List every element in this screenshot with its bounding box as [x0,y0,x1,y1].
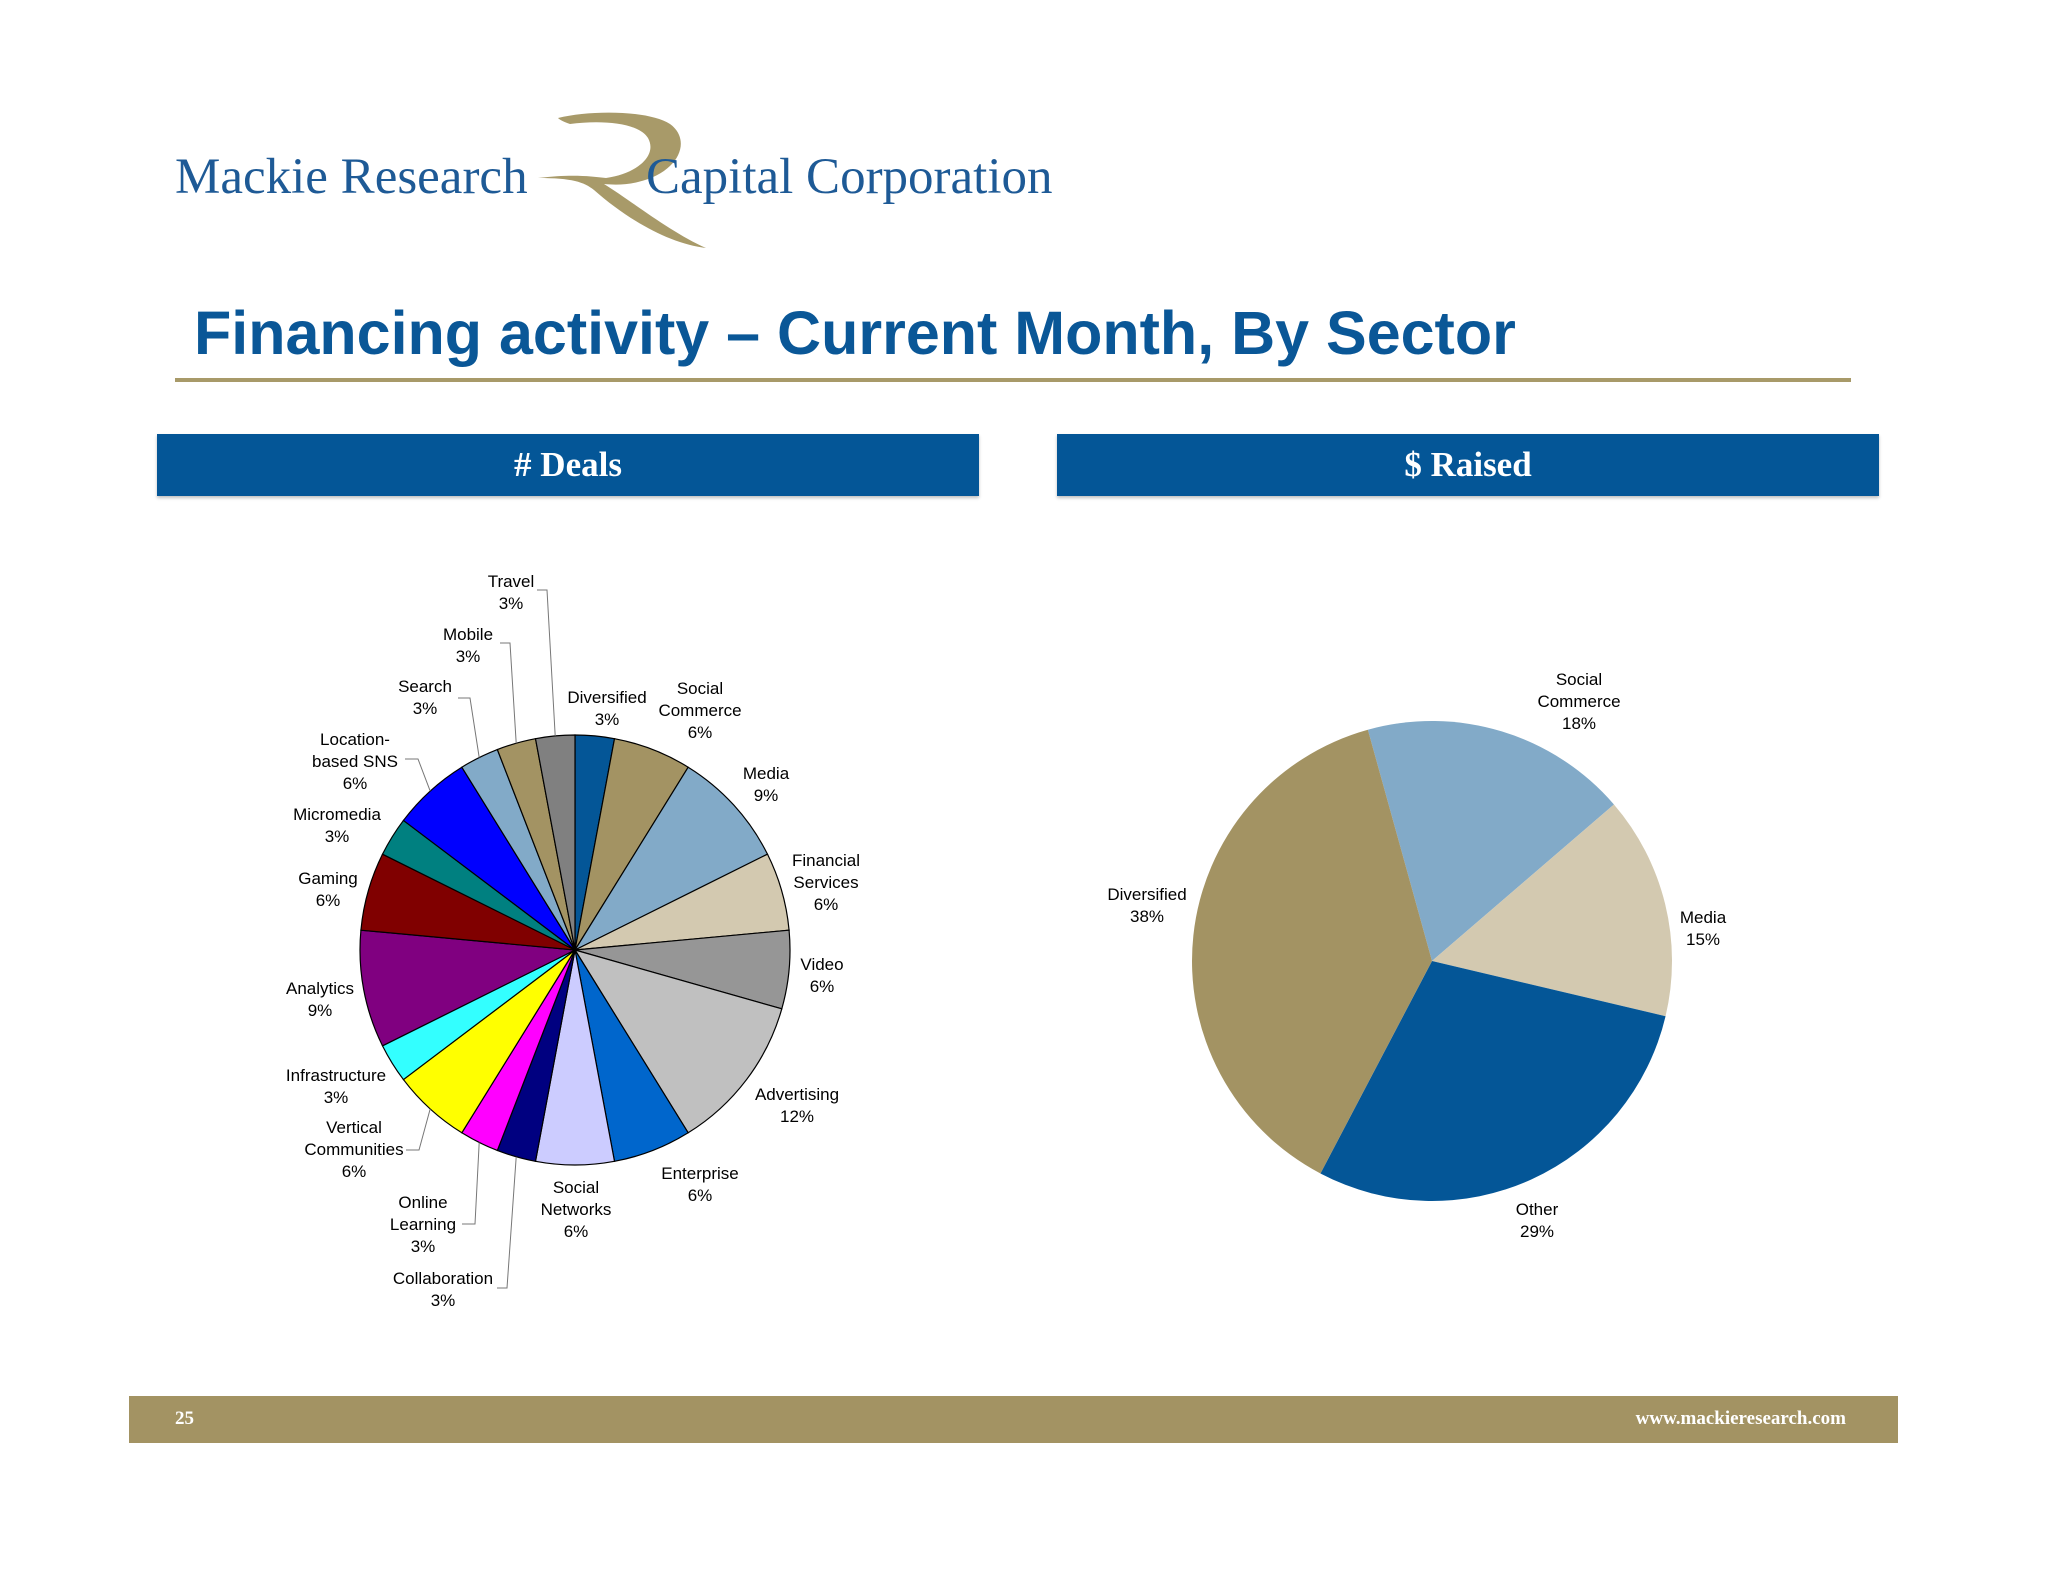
deals-value-analytics: 9% [308,1001,333,1020]
deals-value-search: 3% [413,699,438,718]
deals-label-gaming: Gaming [298,869,358,888]
deals-label-infrastructure: Infrastructure [286,1066,386,1085]
deals-label-online-learning: Online [398,1193,447,1212]
logo-text-left: Mackie Research [175,149,528,205]
logo-r-mark-icon [538,112,706,248]
company-logo: Mackie Research Capital Corporation [170,112,1090,262]
deals-pie-chart: Diversified 3% Social Commerce 6% Media 9% Fina… [286,572,860,1310]
deals-label-financial-services: Services [793,873,858,892]
raised-label-social-commerce: Commerce [1537,692,1620,711]
deals-label-location-based-sns: Location- [320,730,390,749]
deals-leader-search [458,697,480,758]
deals-slice-media [573,766,769,952]
deals-leader-vertical-communities [406,1108,431,1151]
deals-leader-location-based-sns [405,758,431,792]
deals-label-mobile: Mobile [443,625,493,644]
deals-value-video: 6% [810,977,835,996]
deals-label-online-learning: Learning [390,1215,456,1234]
deals-value-financial-services: 6% [814,895,839,914]
deals-label-search: Search [398,677,452,696]
deals-label-travel: Travel [488,572,535,591]
deals-value-diversified: 3% [595,710,620,729]
deals-label-diversified: Diversified [567,688,646,707]
deals-label-social-networks: Social [553,1178,599,1197]
deals-value-advertising: 12% [780,1107,814,1126]
title-divider [175,378,1851,382]
page-title: Financing activity – Current Month, By S… [194,299,1516,367]
raised-slice-diversified [1192,729,1432,1174]
deals-label-enterprise: Enterprise [661,1164,738,1183]
deals-leader-online-learning [462,1142,480,1225]
deals-leader-mobile [500,642,517,744]
deals-value-online-learning: 3% [411,1237,436,1256]
raised-label-social-commerce: Social [1556,670,1602,689]
footer-website-link[interactable]: www.mackieresearch.com [1635,1408,1846,1429]
deals-label-financial-services: Financial [792,851,860,870]
deals-label-video: Video [800,955,843,974]
page-number: 25 [175,1408,194,1429]
deals-value-vertical-communities: 6% [342,1162,367,1181]
deals-value-gaming: 6% [316,891,341,910]
raised-value-diversified: 38% [1130,907,1164,926]
deals-value-infrastructure: 3% [324,1088,349,1107]
raised-pie-chart: Social Commerce 18% Media 15% Other 29% Diversi… [1107,670,1726,1241]
deals-panel-header: # Deals [157,434,979,496]
logo-text-right: Capital Corporation [646,149,1053,205]
deals-value-social-networks: 6% [564,1222,589,1241]
footer-bar: 25 www.mackieresearch.com [129,1396,1898,1443]
deals-label-vertical-communities: Communities [304,1140,403,1159]
deals-slice-analytics [359,929,578,1047]
deals-value-mobile: 3% [456,647,481,666]
raised-label-media: Media [1680,908,1727,927]
raised-value-media: 15% [1686,930,1720,949]
deals-slice-advertising [573,948,783,1134]
deals-label-advertising: Advertising [755,1085,839,1104]
raised-label-other: Other [1516,1200,1559,1219]
raised-value-social-commerce: 18% [1562,714,1596,733]
deals-value-micromedia: 3% [325,827,350,846]
deals-label-social-commerce: Commerce [658,701,741,720]
deals-value-enterprise: 6% [688,1186,713,1205]
deals-value-collaboration: 3% [431,1291,456,1310]
deals-slice-travel [534,734,576,951]
deals-label-collaboration: Collaboration [393,1269,493,1288]
raised-slice-social-commerce [1367,721,1614,961]
deals-label-micromedia: Micromedia [293,805,381,824]
deals-value-social-commerce: 6% [688,723,713,742]
deals-label-analytics: Analytics [286,979,354,998]
raised-value-other: 29% [1520,1222,1554,1241]
deals-label-social-commerce: Social [677,679,723,698]
deals-value-media: 9% [754,786,779,805]
deals-value-location-based-sns: 6% [343,774,368,793]
raised-slice-media [1432,804,1672,1017]
deals-leader-collaboration [497,1156,517,1289]
raised-panel-header: $ Raised [1057,434,1879,496]
deals-label-vertical-communities: Vertical [326,1118,382,1137]
deals-label-media: Media [743,764,790,783]
deals-value-travel: 3% [499,594,524,613]
deals-leader-travel [537,589,556,736]
raised-label-diversified: Diversified [1107,885,1186,904]
deals-label-social-networks: Networks [541,1200,612,1219]
deals-label-location-based-sns: based SNS [312,752,398,771]
raised-slice-other [1320,961,1666,1201]
